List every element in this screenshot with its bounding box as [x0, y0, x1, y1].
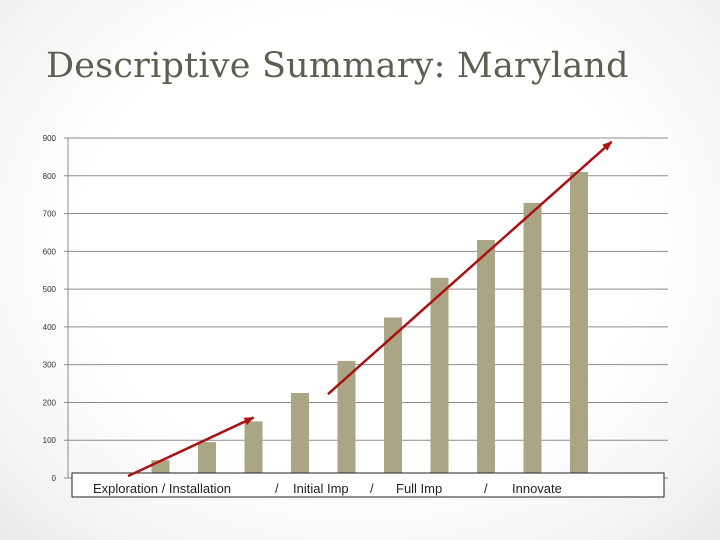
bar — [477, 240, 495, 478]
y-tick-label: 500 — [43, 285, 57, 294]
bar — [570, 172, 588, 478]
y-tick-label: 200 — [43, 398, 57, 407]
y-tick-label: 100 — [43, 436, 57, 445]
bar — [384, 317, 402, 478]
trend-arrows — [127, 140, 613, 478]
bar — [430, 277, 449, 478]
phase-label-exploration: Exploration / Installation — [93, 481, 231, 496]
bar — [198, 442, 216, 478]
phase-separator-3: / — [484, 481, 488, 496]
phase-labels: Exploration / Installation / Initial Imp… — [93, 481, 562, 496]
phase-separator-2: / — [370, 481, 374, 496]
y-tick-label: 900 — [43, 134, 57, 143]
gridlines — [67, 137, 668, 479]
y-tick-label: 300 — [43, 361, 57, 370]
bar — [523, 202, 542, 478]
y-axis-ticks: 0 100 200 300 400 500 600 700 800 900 — [43, 134, 68, 483]
bar — [291, 393, 309, 478]
bar — [337, 360, 356, 478]
growth-trend-arrow — [327, 140, 613, 396]
phase-label-initial-imp: Initial Imp — [293, 481, 349, 496]
bars — [105, 172, 588, 478]
phase-label-full-imp: Full Imp — [396, 481, 442, 496]
slide-title: Descriptive Summary: Maryland — [46, 46, 629, 86]
y-tick-label: 700 — [43, 210, 57, 219]
y-tick-label: 400 — [43, 323, 57, 332]
y-tick-label: 600 — [43, 247, 57, 256]
y-tick-label: 0 — [52, 474, 57, 483]
phase-label-box — [71, 472, 665, 498]
phase-label-innovate: Innovate — [512, 481, 562, 496]
y-tick-label: 800 — [43, 172, 57, 181]
phase-separator-1: / — [275, 481, 279, 496]
bar — [244, 421, 263, 478]
early-trend-arrow — [127, 416, 255, 478]
